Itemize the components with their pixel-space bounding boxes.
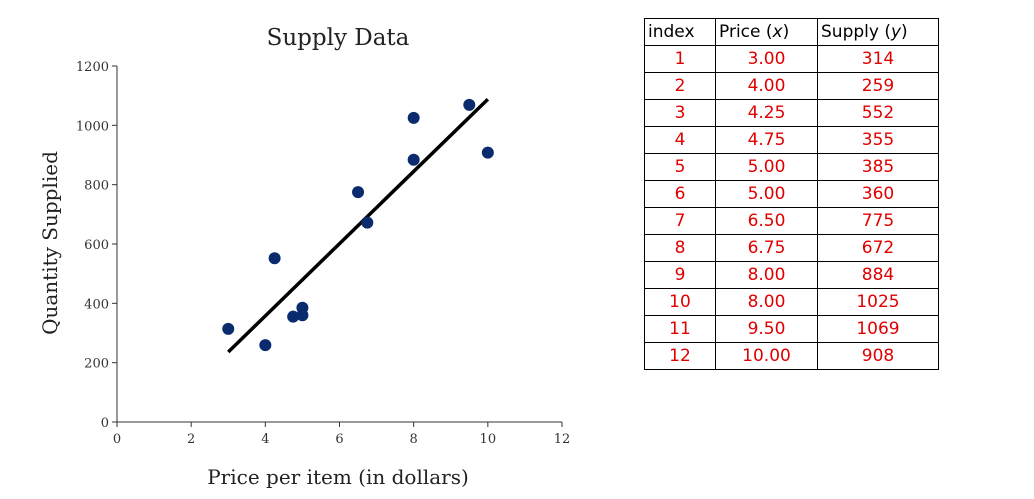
x-tick-label: 12 — [554, 432, 571, 447]
cell-supply: 259 — [817, 72, 939, 100]
table-row: 10 8.00 1025 — [644, 288, 939, 316]
cell-supply: 360 — [817, 180, 939, 208]
cell-index: 4 — [644, 126, 716, 154]
table-row: 1 3.00 314 — [644, 45, 939, 73]
scatter-point — [407, 153, 420, 166]
supply-data-table: index Price (x) Supply (y) 1 3.00 314 2 4.0… — [644, 18, 939, 370]
header-index: index — [644, 18, 716, 46]
x-tick-label: 6 — [335, 432, 343, 447]
cell-supply: 552 — [817, 99, 939, 127]
cell-index: 11 — [644, 315, 716, 343]
scatter-point — [463, 98, 476, 111]
supply-chart: Supply Data Price per item (in dollars) … — [38, 25, 570, 489]
cell-price: 10.00 — [715, 342, 818, 370]
cell-index: 2 — [644, 72, 716, 100]
cell-price: 6.50 — [715, 207, 818, 235]
cell-price: 4.00 — [715, 72, 818, 100]
header-price-var: x — [772, 22, 783, 42]
header-supply-var: y — [890, 22, 902, 42]
scatter-point — [361, 216, 374, 229]
cell-supply: 884 — [817, 261, 939, 289]
cell-supply: 314 — [817, 45, 939, 73]
cell-index: 7 — [644, 207, 716, 235]
scatter-point — [259, 339, 272, 352]
y-tick-label: 1000 — [76, 119, 109, 134]
cell-price: 9.50 — [715, 315, 818, 343]
cell-supply: 385 — [817, 153, 939, 181]
table-row: 5 5.00 385 — [644, 153, 939, 181]
cell-index: 8 — [644, 234, 716, 262]
cell-price: 5.00 — [715, 153, 818, 181]
cell-index: 12 — [644, 342, 716, 370]
scatter-point — [287, 310, 300, 323]
x-tick-label: 2 — [187, 432, 195, 447]
cell-index: 6 — [644, 180, 716, 208]
table-row: 3 4.25 552 — [644, 99, 939, 127]
header-price-label: Price — [719, 22, 761, 42]
scatter-point — [407, 111, 420, 124]
scatter-point — [296, 309, 309, 322]
x-axis-label: Price per item (in dollars) — [207, 465, 469, 489]
chart-canvas: Supply Data Price per item (in dollars) … — [38, 25, 570, 489]
table-row: 4 4.75 355 — [644, 126, 939, 154]
x-tick-label: 8 — [410, 432, 418, 447]
cell-supply: 672 — [817, 234, 939, 262]
cell-price: 3.00 — [715, 45, 818, 73]
cell-supply: 355 — [817, 126, 939, 154]
scatter-point — [352, 186, 365, 199]
table-header-row: index Price (x) Supply (y) — [644, 18, 939, 46]
table-row: 2 4.00 259 — [644, 72, 939, 100]
header-supply-label: Supply — [821, 22, 879, 42]
x-tick-label: 10 — [480, 432, 497, 447]
x-tick-label: 4 — [261, 432, 269, 447]
y-tick-label: 400 — [84, 297, 109, 312]
cell-price: 4.25 — [715, 99, 818, 127]
x-tick-label: 0 — [113, 432, 121, 447]
cell-index: 9 — [644, 261, 716, 289]
cell-index: 10 — [644, 288, 716, 316]
y-axis-label: Quantity Supplied — [38, 151, 62, 335]
y-tick-label: 600 — [84, 238, 109, 253]
chart-title: Supply Data — [267, 25, 410, 51]
scatter-point — [481, 146, 494, 159]
y-tick-label: 200 — [84, 357, 109, 372]
axis-ticks: 0 2 4 6 8 10 12 0 200 400 600 800 1000 1200 — [76, 60, 570, 447]
cell-price: 4.75 — [715, 126, 818, 154]
table-row: 8 6.75 672 — [644, 234, 939, 262]
trendline-layer — [227, 97, 490, 354]
header-supply: Supply (y) — [817, 18, 939, 46]
cell-supply: 1069 — [817, 315, 939, 343]
cell-price: 5.00 — [715, 180, 818, 208]
cell-supply: 775 — [817, 207, 939, 235]
cell-index: 3 — [644, 99, 716, 127]
table-row: 11 9.50 1069 — [644, 315, 939, 343]
table-row: 6 5.00 360 — [644, 180, 939, 208]
table-row: 12 10.00 908 — [644, 342, 939, 370]
cell-price: 8.00 — [715, 288, 818, 316]
y-tick-label: 1200 — [76, 60, 109, 75]
cell-supply: 1025 — [817, 288, 939, 316]
cell-price: 6.75 — [715, 234, 818, 262]
cell-price: 8.00 — [715, 261, 818, 289]
scatter-point — [222, 322, 235, 335]
cell-index: 5 — [644, 153, 716, 181]
table-row: 7 6.50 775 — [644, 207, 939, 235]
trendline — [227, 97, 490, 354]
table-row: 9 8.00 884 — [644, 261, 939, 289]
y-tick-label: 0 — [101, 416, 109, 431]
cell-index: 1 — [644, 45, 716, 73]
header-price: Price (x) — [715, 18, 818, 46]
scatter-points — [222, 98, 494, 352]
scatter-point — [268, 252, 281, 265]
cell-supply: 908 — [817, 342, 939, 370]
y-tick-label: 800 — [84, 179, 109, 194]
